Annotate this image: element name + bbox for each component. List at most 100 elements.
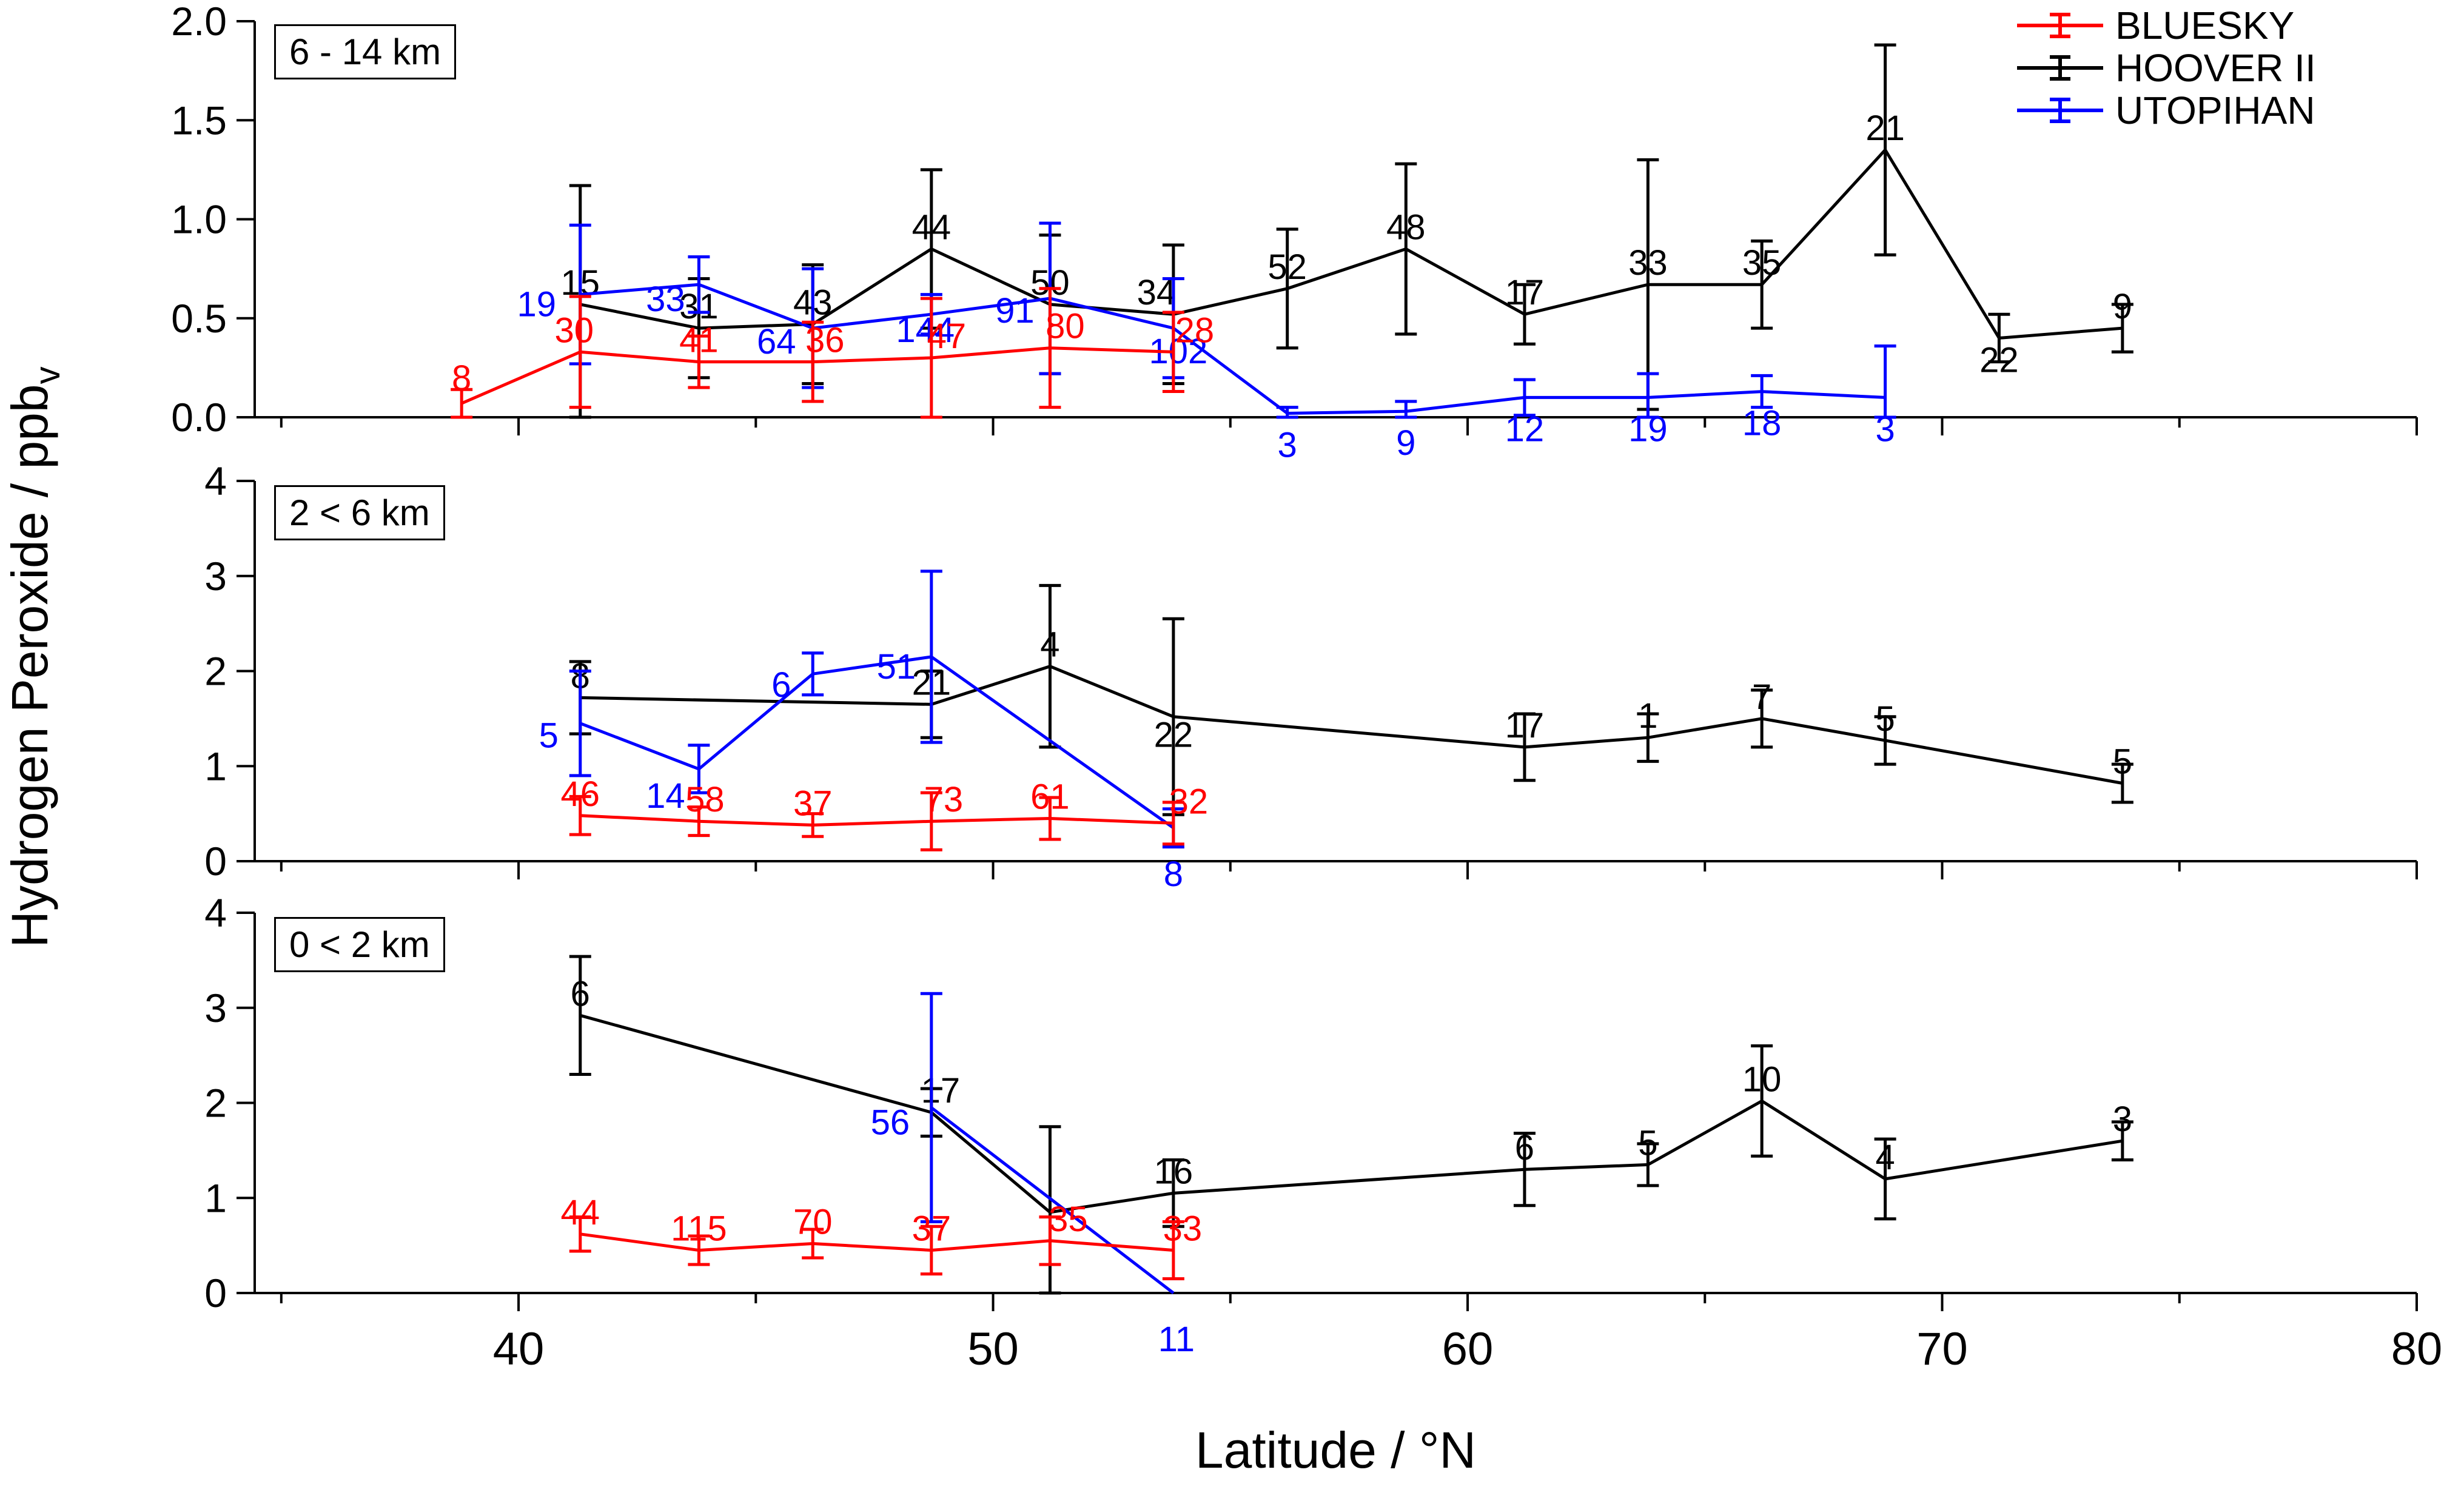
y-tick-label: 0	[204, 839, 227, 884]
point-label: 56	[871, 1103, 910, 1142]
point-label: 5	[1638, 1123, 1657, 1163]
point-label: 48	[1386, 207, 1426, 247]
point-label: 17	[921, 1071, 961, 1110]
point-label: 36	[805, 321, 845, 360]
series-line	[580, 283, 1885, 415]
point-label: 19	[1628, 409, 1668, 449]
point-label: 33	[1628, 243, 1668, 283]
point-label: 11	[1158, 1320, 1195, 1359]
legend: BLUESKY HOOVER II UTOPIHAN	[2015, 6, 2316, 130]
y-tick-label: 0.0	[171, 395, 227, 440]
point-label: 5	[2113, 742, 2132, 781]
point-label: 21	[1865, 109, 1905, 148]
point-label: 28	[1175, 311, 1215, 350]
legend-label-bluesky: BLUESKY	[2115, 4, 2295, 47]
x-tick-label: 80	[2391, 1323, 2443, 1375]
point-label: 73	[924, 780, 964, 819]
y-tick-label: 3	[204, 986, 227, 1030]
series-utopihan: 5 14 6 51 8	[539, 569, 1184, 894]
point-label: 5	[1875, 699, 1895, 739]
series-bluesky: 8 30 41 36 47 80 28	[451, 287, 1215, 419]
point-label: 44	[561, 1193, 600, 1232]
point-label: 37	[912, 1209, 952, 1248]
point-label: 4	[1040, 625, 1059, 665]
panel-1: 012348214221717555146518465837736132	[204, 458, 2418, 894]
point-label: 4	[1875, 1138, 1895, 1177]
point-label: 51	[877, 647, 916, 687]
point-label: 5	[539, 716, 559, 756]
point-label: 18	[1742, 404, 1782, 443]
point-label: 16	[1154, 1152, 1193, 1191]
point-label: 52	[1267, 247, 1307, 287]
series-line	[580, 1013, 2123, 1214]
y-tick-label: 0.5	[171, 296, 227, 341]
x-tick-label: 70	[1916, 1323, 1968, 1375]
point-label: 37	[793, 784, 833, 823]
legend-item-hoover-ii: HOOVER II	[2015, 49, 2316, 87]
point-label: 6	[1515, 1128, 1534, 1167]
point-label: 17	[1505, 706, 1545, 745]
series-utopihan: 56 11	[871, 992, 1195, 1359]
point-label: 32	[1169, 782, 1209, 821]
series-line	[580, 147, 2123, 340]
y-tick-label: 0	[204, 1271, 227, 1315]
y-tick-label: 3	[204, 554, 227, 599]
panel-label-0-2-km: 0 < 2 km	[274, 917, 445, 972]
point-label: 64	[757, 322, 796, 361]
point-label: 41	[679, 321, 719, 360]
point-label: 8	[1164, 855, 1183, 894]
x-tick-label: 50	[967, 1323, 1019, 1375]
y-tick-label: 1.5	[171, 98, 227, 143]
point-label: 58	[685, 780, 725, 819]
point-label: 8	[452, 358, 471, 398]
y-tick-label: 1	[204, 1175, 227, 1220]
y-axis-title: Hydrogen Peroxide / ppbv	[1, 366, 67, 947]
point-label: 33	[1163, 1209, 1203, 1248]
panel-2: 0 1 2 3 4 6 17 16 6 5 10 4 3 56 11 44 115 70 37 35 33	[204, 890, 2418, 1359]
bluesky-errorbar-marker-icon	[2017, 13, 2103, 38]
point-label: 61	[1030, 777, 1070, 816]
series-line	[580, 665, 2123, 785]
series-bluesky: 44 115 70 37 35 33	[561, 1193, 1203, 1280]
utopihan-errorbar-marker-icon	[2017, 98, 2103, 123]
point-label: 44	[912, 207, 952, 247]
y-tick-label: 2.0	[171, 0, 227, 44]
point-label: 144	[896, 311, 955, 350]
series-hoover-ii: 821422171755	[569, 583, 2133, 816]
y-tick-label: 2	[204, 1081, 227, 1126]
x-axis-title: Latitude / °N	[1195, 1422, 1476, 1479]
series-line	[461, 346, 1173, 405]
point-label: 22	[1154, 716, 1193, 755]
series-line	[580, 1232, 1174, 1252]
point-label: 115	[671, 1209, 727, 1248]
point-label: 6	[771, 665, 791, 705]
point-label: 70	[793, 1202, 833, 1241]
point-label: 7	[1752, 677, 1771, 717]
point-label: 47	[927, 317, 967, 356]
point-label: 3	[1278, 425, 1297, 465]
y-tick-label: 1.0	[171, 197, 227, 242]
series-line	[580, 814, 1173, 827]
point-label: 17	[1505, 273, 1545, 312]
point-label: 9	[2113, 287, 2132, 326]
point-label: 30	[555, 311, 594, 350]
point-label: 14	[646, 776, 685, 816]
series-line	[930, 1106, 1175, 1294]
legend-item-bluesky: BLUESKY	[2015, 6, 2316, 45]
hoover-ii-errorbar-marker-icon	[2017, 55, 2103, 81]
x-tick-label: 40	[493, 1323, 545, 1375]
x-tick-label: 60	[1442, 1323, 1494, 1375]
series-bluesky: 46 58 37 73 61 32	[561, 774, 1209, 851]
y-tick-label: 4	[204, 890, 227, 935]
legend-label-utopihan: UTOPIHAN	[2115, 89, 2315, 132]
point-label: 10	[1742, 1060, 1782, 1099]
point-label: 1	[1638, 696, 1657, 736]
point-label: 80	[1046, 307, 1085, 346]
series-line	[579, 655, 1175, 830]
point-label: 12	[1505, 409, 1545, 449]
y-tick-label: 2	[204, 649, 227, 694]
point-label: 9	[1396, 423, 1415, 463]
